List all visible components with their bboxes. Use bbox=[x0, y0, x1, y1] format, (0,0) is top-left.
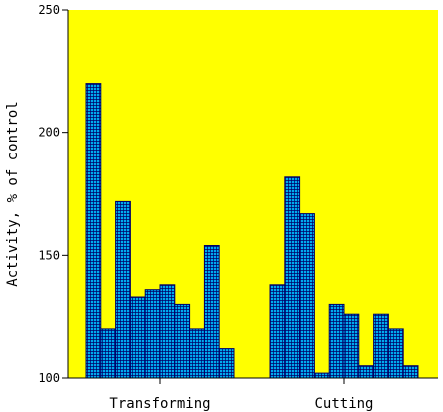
bar-cutting-3 bbox=[299, 213, 315, 379]
bar-transforming-8 bbox=[189, 328, 205, 379]
bar-cutting-9 bbox=[387, 328, 404, 379]
y-tick-label: 200 bbox=[38, 126, 60, 140]
y-tick-label: 250 bbox=[38, 3, 60, 17]
bar-transforming-4 bbox=[129, 296, 146, 379]
bar-cutting-6 bbox=[343, 313, 360, 379]
bar-transforming-1 bbox=[85, 83, 102, 379]
y-tick-label: 100 bbox=[38, 371, 60, 385]
x-group-label-cutting: Cutting bbox=[314, 396, 373, 412]
bar-transforming-5 bbox=[144, 289, 161, 379]
bar-transforming-2 bbox=[100, 328, 117, 379]
bar-cutting-4 bbox=[313, 372, 330, 379]
bar-cutting-1 bbox=[269, 284, 286, 379]
bar-cutting-10 bbox=[402, 365, 419, 379]
y-axis-label: Activity, % of control bbox=[5, 101, 21, 286]
x-group-label-transforming: Transforming bbox=[109, 396, 210, 412]
bar-transforming-3 bbox=[115, 200, 131, 379]
y-tick-label: 150 bbox=[38, 248, 60, 262]
bar-cutting-7 bbox=[358, 365, 375, 379]
bar-cutting-2 bbox=[284, 176, 301, 379]
bar-transforming-7 bbox=[174, 303, 191, 379]
bar-cutting-5 bbox=[328, 303, 345, 379]
y-ticks: 100 150 200 250 bbox=[38, 3, 68, 385]
bar-transforming-9 bbox=[203, 245, 220, 379]
x-group-labels: Transforming Cutting bbox=[109, 378, 374, 412]
axes-layer bbox=[67, 10, 438, 379]
bar-cutting-8 bbox=[373, 313, 389, 379]
bar-transforming-6 bbox=[159, 284, 176, 379]
bar-transforming-10 bbox=[218, 348, 235, 379]
